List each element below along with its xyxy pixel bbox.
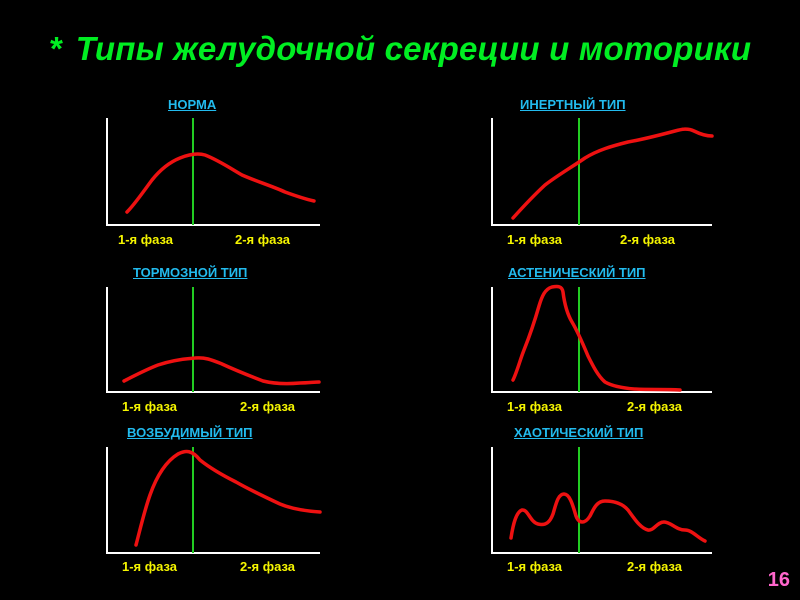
axes-inert (491, 118, 712, 226)
phase1-label-vozbud: 1-я фаза (122, 559, 178, 574)
curve-norma (125, 152, 316, 214)
curve-tormoz (122, 356, 321, 386)
plot-haot (491, 447, 712, 554)
axes-tormoz (106, 287, 320, 393)
phase1-label-inert: 1-я фаза (507, 232, 563, 247)
phase2-label-norma: 2-я фаза (235, 232, 291, 247)
curve-asten (511, 284, 682, 392)
axes-vozbud (106, 447, 320, 554)
slide-title: * Типы желудочной секреции и моторики (0, 30, 800, 68)
plot-vozbud (106, 447, 322, 554)
axes-asten (491, 287, 712, 393)
curve-inert (511, 127, 714, 220)
plot-asten (491, 284, 712, 393)
phase2-label-asten: 2-я фаза (627, 399, 683, 414)
panel-label-asten: АСТЕНИЧЕСКИЙ ТИП (508, 265, 646, 280)
phase1-label-haot: 1-я фаза (507, 559, 563, 574)
panel-label-haot: ХАОТИЧЕСКИЙ ТИП (514, 425, 644, 440)
phase2-label-tormoz: 2-я фаза (240, 399, 296, 414)
title-text: Типы желудочной секреции и моторики (75, 30, 752, 67)
curve-haot (509, 492, 707, 543)
phase1-label-asten: 1-я фаза (507, 399, 563, 414)
plot-norma (106, 118, 320, 226)
curve-vozbud (134, 449, 322, 547)
phase2-label-vozbud: 2-я фаза (240, 559, 296, 574)
plot-inert (491, 118, 714, 226)
plot-tormoz (106, 287, 321, 393)
panel-label-vozbud: ВОЗБУДИМЫЙ ТИП (127, 425, 253, 440)
phase1-label-tormoz: 1-я фаза (122, 399, 178, 414)
phase2-label-haot: 2-я фаза (627, 559, 683, 574)
title-bullet: * (48, 30, 62, 67)
panel-label-tormoz: ТОРМОЗНОЙ ТИП (133, 265, 248, 280)
phase2-label-inert: 2-я фаза (620, 232, 676, 247)
phase1-label-norma: 1-я фаза (118, 232, 174, 247)
page-number: 16 (767, 569, 790, 591)
panel-label-inert: ИНЕРТНЫЙ ТИП (520, 97, 626, 112)
axes-norma (106, 118, 320, 226)
panel-label-norma: НОРМА (168, 97, 217, 112)
axes-haot (491, 447, 712, 554)
